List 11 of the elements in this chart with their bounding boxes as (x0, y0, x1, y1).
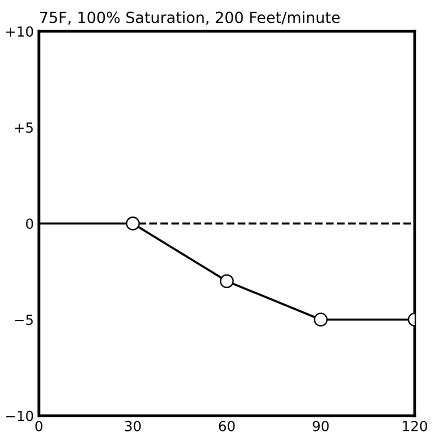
x-tick-label: 0 (35, 420, 42, 432)
y-tick-label: +5 (15, 122, 33, 133)
y-tick-label: −10 (6, 410, 34, 422)
y-tick-label: 0 (26, 218, 34, 229)
x-tick-label: 60 (218, 420, 235, 432)
y-tick-label: −5 (15, 314, 33, 326)
y-tick-label: +10 (6, 26, 34, 37)
x-tick-label: 120 (402, 420, 428, 432)
chart-title: 75F, 100% Saturation, 200 Feet/minute (40, 11, 340, 25)
x-tick-label: 90 (312, 420, 329, 432)
x-tick-label: 30 (125, 420, 141, 432)
